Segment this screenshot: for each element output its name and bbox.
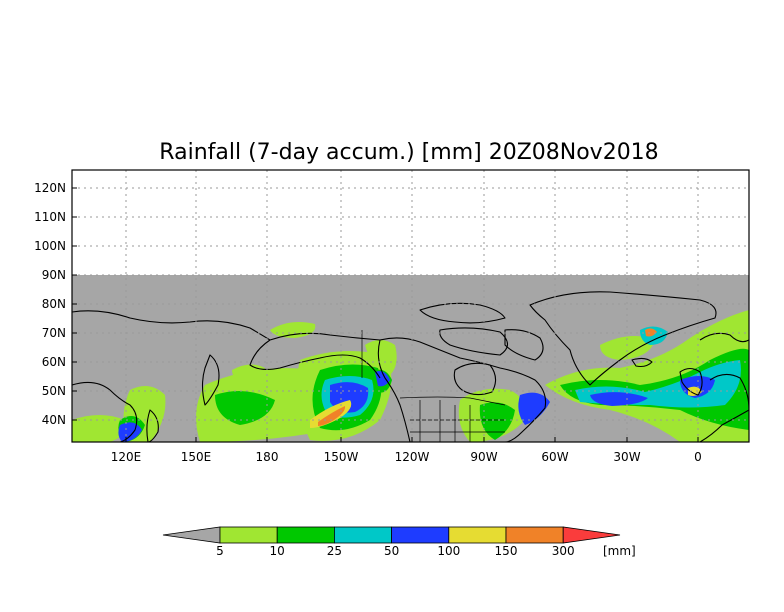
lat-label: 50N: [42, 384, 66, 398]
colorbar-segment: [505, 526, 564, 544]
colorbar-segment: [219, 526, 278, 544]
lat-label: 100N: [34, 239, 66, 253]
colorbar-over-triangle: [562, 526, 621, 544]
latitude-labels: 120N 110N 100N 90N 80N 70N 60N 50N 40N: [34, 181, 77, 427]
lon-label: 60W: [541, 450, 568, 464]
colorbar-segment: [448, 526, 507, 544]
colorbar-label: 150: [495, 544, 518, 558]
lon-label: 120E: [111, 450, 142, 464]
plot-frame: [71, 169, 750, 443]
colorbar-segment: [276, 526, 335, 544]
gridlines: [72, 170, 749, 442]
colorbar-segment: [333, 526, 392, 544]
lat-label: 60N: [42, 355, 66, 369]
map-title: Rainfall (7-day accum.) [mm] 20Z08Nov201…: [159, 140, 658, 165]
colorbar-under-triangle: [162, 526, 221, 544]
colorbar-unit: [mm]: [603, 544, 636, 558]
lon-label: 120W: [395, 450, 430, 464]
lat-label: 80N: [42, 297, 66, 311]
colorbar: 5 10 25 50 100 150 300: [162, 526, 621, 558]
lat-label: 110N: [34, 210, 66, 224]
lon-label: 150W: [324, 450, 359, 464]
colorbar-label: 100: [437, 544, 460, 558]
lon-label: 30W: [613, 450, 640, 464]
lat-label: 40N: [42, 413, 66, 427]
colorbar-label: 25: [327, 544, 342, 558]
lat-label: 90N: [42, 268, 66, 282]
colorbar-segment: [391, 526, 450, 544]
lat-label: 70N: [42, 326, 66, 340]
lon-label: 0: [694, 450, 702, 464]
longitude-labels: 120E 150E 180 150W 120W 90W 60W 30W 0: [111, 437, 702, 464]
precipitation-field: [72, 310, 749, 442]
colorbar-label: 5: [216, 544, 224, 558]
lon-label: 180: [256, 450, 279, 464]
lon-label: 150E: [181, 450, 212, 464]
colorbar-label: 50: [384, 544, 399, 558]
lat-label: 120N: [34, 181, 66, 195]
lon-label: 90W: [470, 450, 497, 464]
colorbar-label: 10: [270, 544, 285, 558]
colorbar-label: 300: [552, 544, 575, 558]
